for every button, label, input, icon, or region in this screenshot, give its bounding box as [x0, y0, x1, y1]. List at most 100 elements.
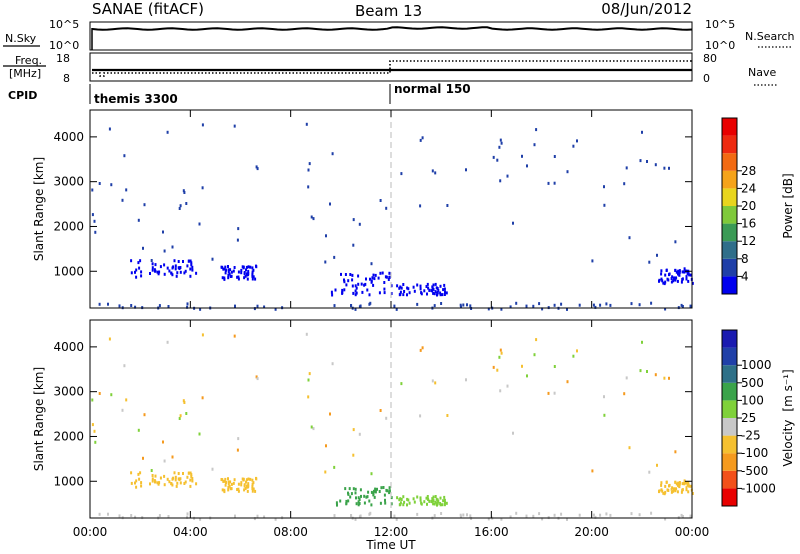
power-point [400, 286, 403, 290]
velocity-point [170, 482, 173, 486]
power-point [171, 273, 174, 277]
power-point [372, 273, 375, 277]
velocity-point [426, 495, 429, 498]
velocity-xticks [89, 320, 693, 518]
noise-left-label: N.Sky [5, 32, 37, 45]
velocity-point [399, 503, 402, 506]
power-point [406, 286, 409, 290]
power-point [237, 227, 240, 231]
power-point [395, 307, 398, 311]
power-point [560, 302, 563, 306]
velocity-point [683, 479, 686, 483]
power-point [175, 274, 178, 278]
power-point [437, 288, 440, 292]
power-point [605, 302, 608, 306]
power-point [663, 166, 666, 170]
velocity-point [187, 471, 190, 475]
power-point [221, 276, 224, 280]
velocity-point [310, 425, 313, 429]
cpid-mode-2: normal 150 [394, 82, 471, 96]
power-point [368, 293, 371, 297]
velocity-point [674, 450, 677, 454]
power-point [396, 284, 399, 288]
power-point [678, 273, 681, 277]
velocity-colorbar-swatch [722, 453, 737, 471]
velocity-point [182, 399, 185, 403]
velocity-point [433, 514, 436, 518]
frequency-panel: Freq. [MHz] 18 8 80 0 Nave [3, 52, 778, 86]
velocity-point [496, 368, 499, 372]
velocity-point [675, 482, 678, 486]
power-point [153, 268, 156, 272]
power-ylabel: Slant Range [km] [32, 157, 46, 261]
power-point [247, 269, 250, 273]
velocity-point [347, 499, 350, 503]
power-point [137, 261, 140, 265]
power-point [343, 278, 345, 282]
velocity-point [237, 489, 240, 493]
velocity-point [685, 486, 688, 490]
power-point [351, 284, 354, 288]
power-point [547, 181, 550, 185]
velocity-point [182, 472, 184, 475]
power-point [186, 305, 189, 309]
velocity-point [628, 446, 631, 450]
power-point [182, 260, 184, 263]
power-point [329, 202, 331, 206]
velocity-point [674, 480, 677, 484]
velocity-point [189, 471, 192, 475]
power-point [189, 259, 192, 263]
power-point [325, 234, 327, 238]
power-point [352, 243, 355, 247]
power-point [662, 281, 665, 285]
noise-right-tick-bottom: 10^0 [705, 39, 735, 52]
power-point [372, 283, 375, 287]
nave-trace [92, 60, 692, 77]
header-beam: Beam 13 [355, 2, 422, 20]
velocity-point [684, 481, 687, 485]
velocity-point [240, 483, 243, 487]
velocity-point [171, 477, 174, 481]
velocity-point [130, 514, 133, 517]
velocity-point [407, 498, 410, 502]
velocity-point [462, 513, 465, 517]
power-point [108, 127, 111, 131]
velocity-point [350, 514, 352, 518]
power-point [150, 259, 153, 262]
velocity-point [678, 482, 681, 486]
velocity-point [678, 481, 681, 484]
power-point [361, 290, 364, 294]
velocity-point [687, 490, 690, 494]
velocity-point [256, 514, 259, 518]
power-point [171, 266, 174, 270]
power-point [638, 303, 641, 307]
power-point [674, 240, 677, 244]
velocity-colorbar-swatch [722, 330, 737, 348]
velocity-point [333, 465, 336, 469]
power-point [665, 268, 668, 272]
power-point [436, 291, 439, 295]
power-point [492, 155, 495, 159]
velocity-point [599, 513, 602, 517]
power-point [343, 280, 346, 284]
power-point [674, 278, 677, 282]
power-point [91, 213, 94, 217]
velocity-point [681, 488, 684, 492]
power-point [387, 278, 390, 281]
x-tick-label: 00:00 [675, 525, 710, 539]
velocity-point [151, 477, 154, 481]
power-colorbar-swatch [722, 241, 737, 259]
power-point [151, 266, 154, 270]
velocity-point [93, 429, 96, 433]
power-point [151, 268, 154, 272]
power-colorbar: 4 8 12 16 20 24 28 Power [dB] [721, 117, 795, 295]
velocity-point [592, 513, 595, 517]
velocity-colorbar-swatch [722, 365, 737, 383]
power-ytick-label: 4000 [53, 130, 84, 144]
velocity-point [368, 499, 371, 503]
power-point [354, 284, 357, 288]
velocity-point [163, 459, 166, 463]
power-colorbar-tick-label: 8 [741, 252, 749, 266]
cpid-panel: CPID themis 3300 normal 150 [8, 82, 471, 106]
velocity-point [255, 476, 257, 480]
